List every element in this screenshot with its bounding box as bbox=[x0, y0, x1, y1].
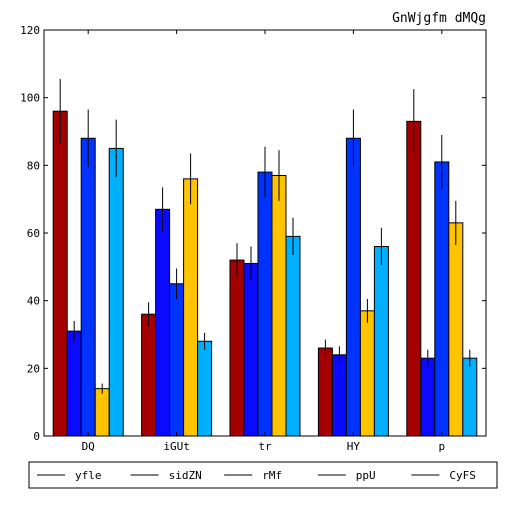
bar-rMf-DQ bbox=[80, 137, 96, 437]
bar-yfle-HY bbox=[317, 347, 333, 437]
legend-label-CyFS: CyFS bbox=[449, 469, 476, 482]
bar-sidZN-p bbox=[420, 357, 436, 437]
bar-ppU-DQ bbox=[94, 388, 110, 437]
x-tick-label: DQ bbox=[82, 440, 95, 453]
y-tick-label: 40 bbox=[27, 295, 40, 308]
bar-sidZN-DQ bbox=[66, 330, 82, 437]
legend: yfle sidZN rMf ppU CyFS bbox=[37, 469, 476, 482]
bar-ppU-HY bbox=[359, 310, 375, 437]
bar-rMf-tr bbox=[257, 171, 273, 437]
bar-CyFS-tr bbox=[285, 235, 301, 437]
bar-rMf-iGUt bbox=[169, 283, 185, 437]
legend-label-ppU: ppU bbox=[356, 469, 376, 482]
bar-rMf-HY bbox=[345, 137, 361, 437]
legend-label-yfle: yfle bbox=[75, 469, 102, 482]
bar-yfle-tr bbox=[229, 259, 245, 437]
bar-CyFS-iGUt bbox=[197, 340, 213, 437]
bar-sidZN-iGUt bbox=[155, 208, 171, 437]
x-tick-label: HY bbox=[347, 440, 361, 453]
y-tick-label: 120 bbox=[20, 24, 40, 37]
error-bars-layer bbox=[59, 79, 471, 394]
legend-label-sidZN: sidZN bbox=[169, 469, 202, 482]
bar-yfle-p bbox=[406, 120, 422, 437]
x-axis: DQ iGUt tr HY p bbox=[82, 30, 445, 453]
bar-ppU-iGUt bbox=[183, 178, 199, 437]
y-tick-label: 100 bbox=[20, 92, 40, 105]
bar-yfle-iGUt bbox=[141, 313, 157, 437]
chart-title: GnWjgfm dMQg bbox=[392, 11, 486, 26]
x-tick-label: tr bbox=[258, 440, 272, 453]
bar-CyFS-p bbox=[462, 357, 478, 437]
bar-rMf-p bbox=[434, 161, 450, 437]
bar-sidZN-HY bbox=[331, 354, 347, 437]
bar-yfle-DQ bbox=[52, 110, 68, 437]
bar-ppU-p bbox=[448, 222, 464, 437]
y-tick-label: 0 bbox=[33, 430, 40, 443]
bar-CyFS-HY bbox=[373, 246, 389, 437]
y-tick-label: 60 bbox=[27, 227, 40, 240]
x-tick-label: iGUt bbox=[163, 440, 190, 453]
y-tick-label: 80 bbox=[27, 159, 40, 172]
bar-sidZN-tr bbox=[243, 262, 259, 437]
bar-CyFS-DQ bbox=[108, 147, 124, 437]
legend-label-rMf: rMf bbox=[262, 469, 282, 482]
x-tick-label: p bbox=[438, 440, 445, 453]
bars-layer bbox=[52, 110, 478, 437]
bar-ppU-tr bbox=[271, 174, 287, 437]
y-axis: 0 20 40 60 80 100 120 bbox=[20, 24, 486, 443]
y-tick-label: 20 bbox=[27, 362, 40, 375]
